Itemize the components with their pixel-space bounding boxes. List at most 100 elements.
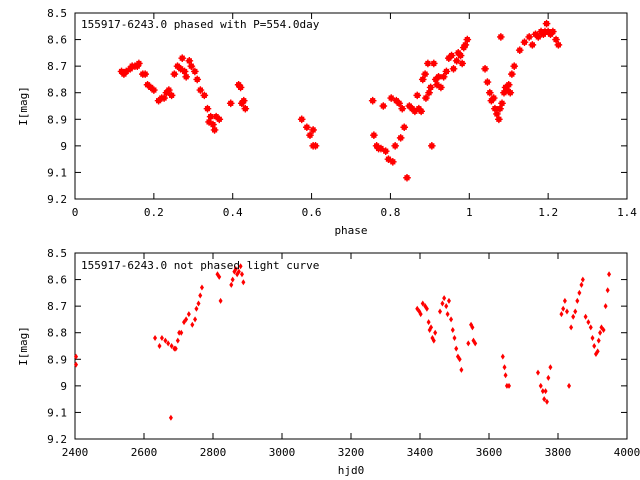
data-point (236, 83, 245, 92)
data-point (506, 88, 515, 97)
data-point (449, 65, 458, 73)
data-point (571, 313, 576, 320)
data-point (199, 284, 204, 291)
data-point (160, 94, 168, 102)
data-point (309, 126, 317, 134)
data-point (590, 335, 595, 342)
data-point (552, 35, 560, 44)
data-point (429, 324, 434, 331)
x-tick-label: 1 (466, 206, 473, 219)
data-point (193, 316, 198, 323)
data-point (554, 41, 563, 49)
y-tick-label: 8.5 (47, 7, 67, 20)
y-tick-label: 9.2 (47, 193, 67, 206)
data-point (459, 366, 464, 373)
data-point (586, 319, 591, 326)
data-point (190, 321, 195, 328)
data-point (239, 96, 248, 105)
x-tick-label: 4000 (614, 446, 640, 459)
data-point (561, 305, 566, 312)
data-point (168, 414, 173, 421)
data-point (185, 57, 194, 65)
data-point (504, 80, 513, 89)
data-point (567, 382, 572, 389)
y-tick-label: 8.9 (47, 353, 67, 366)
x-tick-label: 1.2 (538, 206, 558, 219)
data-point (170, 70, 179, 78)
data-point (153, 335, 158, 342)
data-points (74, 263, 612, 421)
data-point (379, 102, 388, 110)
chart-title: 155917-6243.0 phased with P=554.0day (81, 18, 320, 31)
data-point (457, 356, 462, 363)
y-tick-label: 8.7 (47, 300, 67, 313)
data-point (238, 263, 243, 270)
x-tick-label: 0.6 (302, 206, 322, 219)
data-point (377, 144, 385, 153)
data-point (420, 300, 425, 307)
data-point (456, 51, 465, 60)
x-tick-label: 0.2 (144, 206, 164, 219)
y-tick-label: 9.1 (47, 166, 67, 179)
x-tick-label: 1.4 (617, 206, 637, 219)
data-point (444, 303, 449, 310)
data-point (500, 353, 505, 360)
data-point (588, 324, 593, 331)
data-point (461, 41, 470, 49)
data-point (370, 131, 378, 140)
x-tick-label: 0.8 (380, 206, 400, 219)
data-point (458, 59, 466, 68)
data-point (569, 324, 574, 331)
data-point (74, 353, 79, 360)
data-point (442, 295, 447, 302)
data-point (549, 27, 557, 36)
data-point (447, 51, 456, 60)
data-point (418, 75, 427, 84)
data-point (421, 70, 429, 78)
data-point (440, 300, 445, 307)
y-tick-label: 8.9 (47, 113, 67, 126)
data-point (454, 345, 459, 352)
data-point (169, 343, 174, 349)
data-point (196, 300, 201, 307)
plot-frame (74, 12, 628, 200)
data-point (510, 62, 519, 70)
data-point (209, 120, 217, 129)
data-point (381, 147, 390, 155)
data-point (575, 297, 580, 304)
x-axis-label: hjd0 (338, 464, 365, 477)
data-point (424, 305, 429, 312)
data-point (241, 279, 246, 286)
data-point (463, 35, 472, 44)
data-point (573, 308, 578, 315)
data-point (577, 289, 582, 296)
data-point (203, 104, 212, 113)
data-point (542, 19, 551, 28)
data-point (473, 340, 478, 347)
data-point (193, 75, 202, 84)
data-point (520, 38, 529, 47)
data-point (387, 94, 396, 102)
data-point (297, 115, 306, 124)
data-point (396, 134, 405, 142)
data-point (194, 305, 199, 312)
data-point (422, 94, 430, 102)
data-point (175, 337, 180, 344)
data-point (535, 369, 540, 376)
data-point (159, 335, 164, 342)
axis-ticks: 2400 2600 2800 3000 3200 3400 3600 3800 4000 8.5 8… (47, 247, 640, 459)
data-point (470, 324, 475, 331)
data-point (546, 374, 551, 381)
data-point (508, 70, 516, 78)
data-point (525, 33, 534, 41)
data-point (452, 335, 457, 342)
data-point (431, 337, 436, 344)
data-point (497, 33, 505, 41)
data-point (178, 54, 187, 62)
data-point (135, 59, 143, 68)
data-point (592, 343, 597, 349)
data-point (215, 115, 224, 124)
data-point (428, 142, 436, 150)
data-point (603, 303, 608, 310)
data-point (413, 91, 422, 100)
